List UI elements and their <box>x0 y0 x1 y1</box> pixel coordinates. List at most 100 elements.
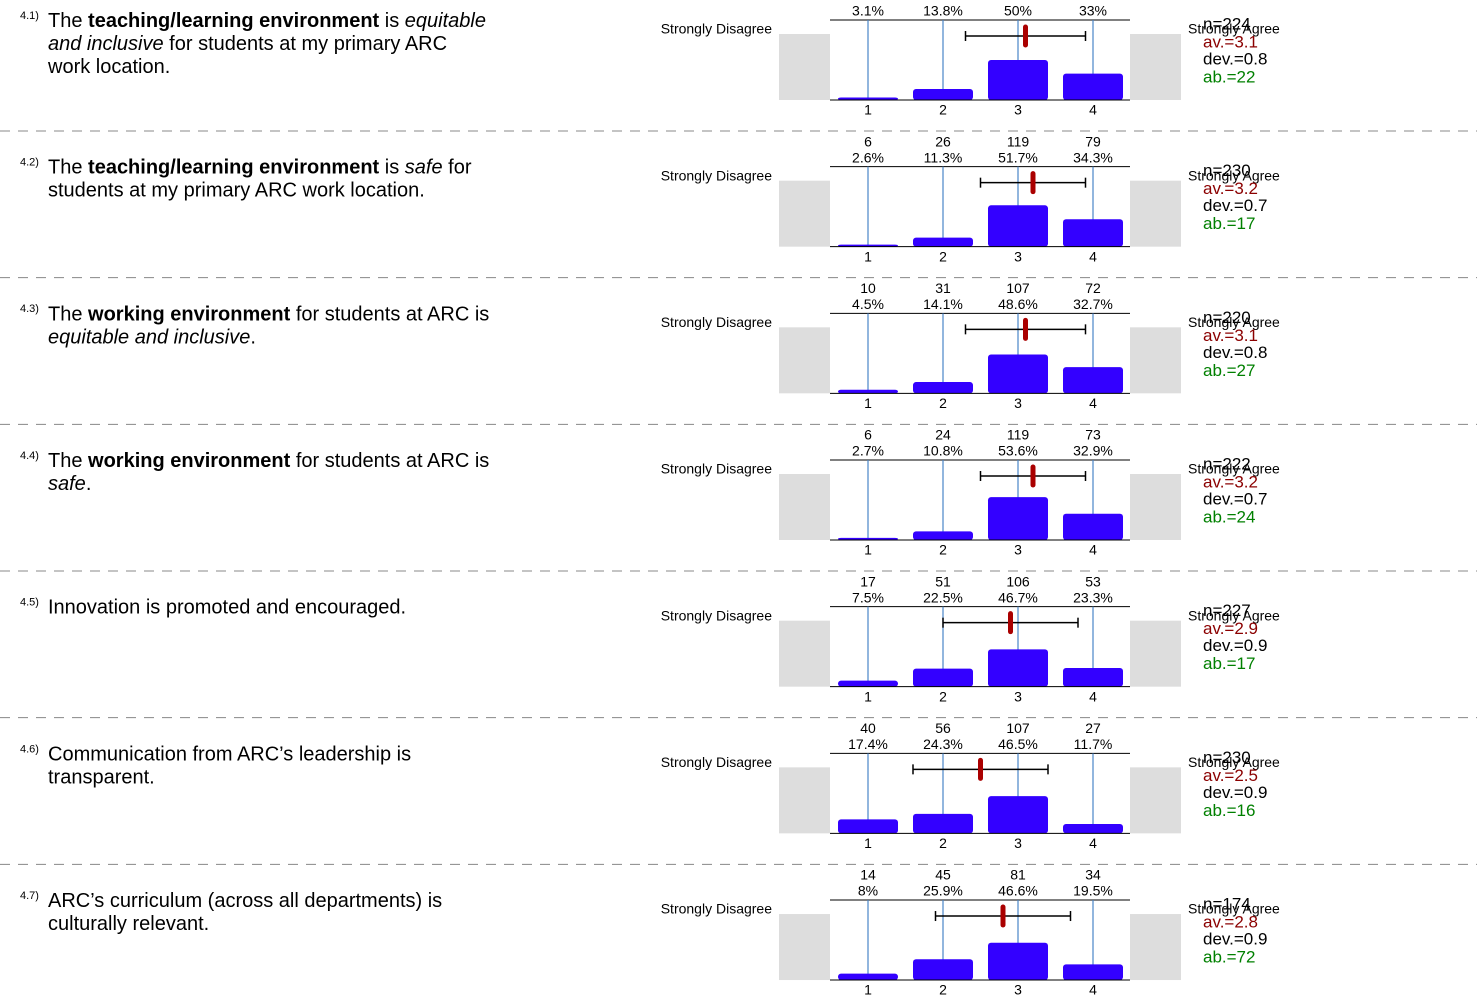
stat-av: av.=3.2 <box>1203 472 1258 491</box>
bar <box>988 796 1048 834</box>
scale-label: 4 <box>1089 688 1097 704</box>
question-line: Communication from ARC’s leadership is <box>48 744 411 766</box>
count-label: 73 <box>1085 427 1101 443</box>
question-line: ARC’s curriculum (across all departments… <box>48 890 442 912</box>
percent-label: 51.7% <box>998 149 1038 165</box>
count-label: 107 <box>1006 720 1030 736</box>
question-text: safe <box>405 157 443 179</box>
gray-box <box>1130 474 1181 541</box>
bar <box>913 382 973 394</box>
question-line: The teaching/learning environment is saf… <box>48 157 472 179</box>
count-label: 6 <box>864 427 872 443</box>
question-line: The working environment for students at … <box>48 304 489 326</box>
right-label: Strongly Agree <box>1188 167 1280 183</box>
bar <box>913 668 973 687</box>
bar <box>1063 219 1123 247</box>
count-label: 40 <box>860 720 876 736</box>
stat-ab: ab.=27 <box>1203 361 1255 380</box>
percent-label: 4.5% <box>852 296 884 312</box>
bar <box>913 959 973 981</box>
percent-label: 32.9% <box>1073 443 1113 459</box>
count-label: 27 <box>1085 720 1101 736</box>
gray-box <box>779 914 830 981</box>
count-label: 56 <box>935 720 951 736</box>
stat-av: av.=3.2 <box>1203 179 1258 198</box>
stat-av: av.=2.8 <box>1203 913 1258 932</box>
percent-label: 24.3% <box>923 736 963 752</box>
question-line: equitable and inclusive. <box>48 327 256 349</box>
scale-label: 4 <box>1089 395 1097 411</box>
stat-n: n=174 <box>1203 895 1251 914</box>
question-text: transparent. <box>48 767 155 789</box>
question-line: culturally relevant. <box>48 913 209 935</box>
stat-n: n=227 <box>1203 601 1251 620</box>
stat-ab: ab.=17 <box>1203 214 1255 233</box>
left-label: Strongly Disagree <box>661 167 772 183</box>
stat-dev: dev.=0.8 <box>1203 343 1267 362</box>
percent-label: 46.5% <box>998 736 1038 752</box>
left-label: Strongly Disagree <box>661 21 772 37</box>
count-label: 24 <box>935 427 951 443</box>
stat-ab: ab.=72 <box>1203 948 1255 967</box>
scale-label: 1 <box>864 835 872 851</box>
count-label: 26 <box>935 133 951 149</box>
question-text: equitable <box>405 10 486 32</box>
right-label: Strongly Agree <box>1188 21 1280 37</box>
item-number: 4.2) <box>20 157 39 169</box>
question-text: The <box>48 157 88 179</box>
gray-box <box>779 180 830 247</box>
gray-box <box>779 767 830 834</box>
question-text: for <box>443 157 472 179</box>
item-number: 4.1) <box>20 10 39 22</box>
stat-ab: ab.=16 <box>1203 801 1255 820</box>
stat-n: n=222 <box>1203 454 1251 473</box>
question-text: students at my primary ARC work location… <box>48 180 425 202</box>
question-line: The teaching/learning environment is equ… <box>48 10 486 32</box>
scale-label: 4 <box>1089 248 1097 264</box>
stat-ab: ab.=24 <box>1203 507 1255 526</box>
count-label: 14 <box>860 867 876 883</box>
stat-n: n=224 <box>1203 14 1251 33</box>
bar <box>1063 964 1123 981</box>
stat-av: av.=2.9 <box>1203 619 1258 638</box>
count-label: 45 <box>935 867 951 883</box>
percent-label: 34.3% <box>1073 149 1113 165</box>
scale-label: 1 <box>864 102 872 118</box>
gray-box <box>1130 34 1181 100</box>
scale-label: 2 <box>939 542 947 558</box>
count-label: 106 <box>1006 573 1030 589</box>
item-number: 4.7) <box>20 890 39 902</box>
bar <box>838 680 898 687</box>
bar <box>913 531 973 541</box>
bar <box>988 497 1048 541</box>
scale-label: 2 <box>939 248 947 264</box>
item-number: 4.3) <box>20 303 39 315</box>
scale-label: 1 <box>864 542 872 558</box>
question-text: The <box>48 450 88 472</box>
percent-label: 22.5% <box>923 589 963 605</box>
scale-label: 2 <box>939 688 947 704</box>
left-label: Strongly Disagree <box>661 901 772 917</box>
scale-label: 4 <box>1089 835 1097 851</box>
bar <box>838 973 898 981</box>
count-label: 72 <box>1085 280 1101 296</box>
count-label: 34 <box>1085 867 1101 883</box>
bar <box>988 205 1048 247</box>
question-text: . <box>250 327 256 349</box>
stat-dev: dev.=0.7 <box>1203 196 1267 215</box>
bar <box>913 813 973 834</box>
question-line: work location. <box>47 56 170 78</box>
scale-label: 4 <box>1089 982 1097 998</box>
gray-box <box>779 474 830 541</box>
question-text: for students at my primary ARC <box>164 33 447 55</box>
percent-label: 14.1% <box>923 296 963 312</box>
right-label: Strongly Agree <box>1188 314 1280 330</box>
count-label: 119 <box>1007 427 1030 443</box>
scale-label: 1 <box>864 248 872 264</box>
question-line: and inclusive for students at my primary… <box>48 33 447 55</box>
scale-label: 3 <box>1014 102 1022 118</box>
scale-label: 2 <box>939 982 947 998</box>
bar <box>1063 73 1123 100</box>
bar <box>1063 367 1123 394</box>
